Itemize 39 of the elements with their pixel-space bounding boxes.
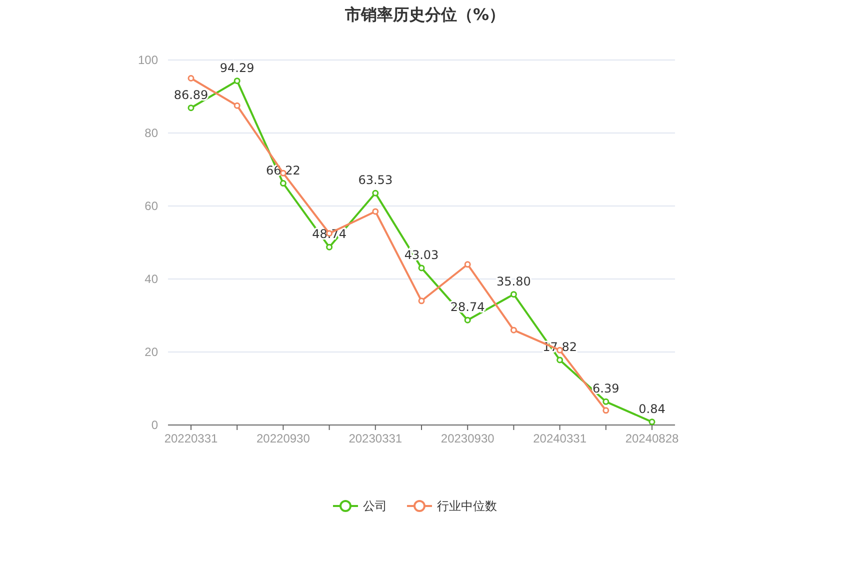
point <box>372 190 379 196</box>
point <box>510 291 517 298</box>
y-tick-label: 60 <box>144 198 158 213</box>
data-label: 35.80 <box>496 274 531 288</box>
x-tick-label: 20230331 <box>348 432 402 446</box>
x-tick-label: 20230930 <box>440 432 495 446</box>
point <box>326 244 333 250</box>
point <box>464 316 471 324</box>
legend-label: 行业中位数 <box>437 499 497 513</box>
data-label: 63.53 <box>358 173 393 188</box>
point <box>464 261 471 268</box>
data-label: 86.89 <box>174 88 208 102</box>
point <box>372 208 379 215</box>
data-label: 6.39 <box>592 382 620 396</box>
point <box>648 418 656 426</box>
point <box>510 326 517 334</box>
x-tick-label: 20220930 <box>256 432 310 446</box>
y-tick-label: 40 <box>144 272 158 286</box>
x-tick-label: 20240331 <box>533 432 587 446</box>
point <box>188 104 194 112</box>
point <box>234 102 240 109</box>
x-tick-label: 20240828 <box>625 432 680 446</box>
y-tick-label: 80 <box>144 126 158 140</box>
y-tick-label: 20 <box>144 344 158 359</box>
legend-label: 公司 <box>363 499 387 513</box>
x-tick-label: 20220331 <box>164 432 218 446</box>
data-label: 94.29 <box>220 60 254 75</box>
chart-title: 市销率历史分位（%） <box>344 5 506 24</box>
point <box>556 356 564 364</box>
point <box>188 75 194 82</box>
point <box>602 398 610 405</box>
point <box>418 298 425 304</box>
y-tick-label: 0 <box>151 418 158 432</box>
point <box>234 78 240 84</box>
point <box>280 180 286 187</box>
data-label: 0.84 <box>638 402 666 416</box>
y-tick-label: 100 <box>138 52 158 67</box>
point <box>418 264 425 272</box>
point <box>602 407 610 414</box>
